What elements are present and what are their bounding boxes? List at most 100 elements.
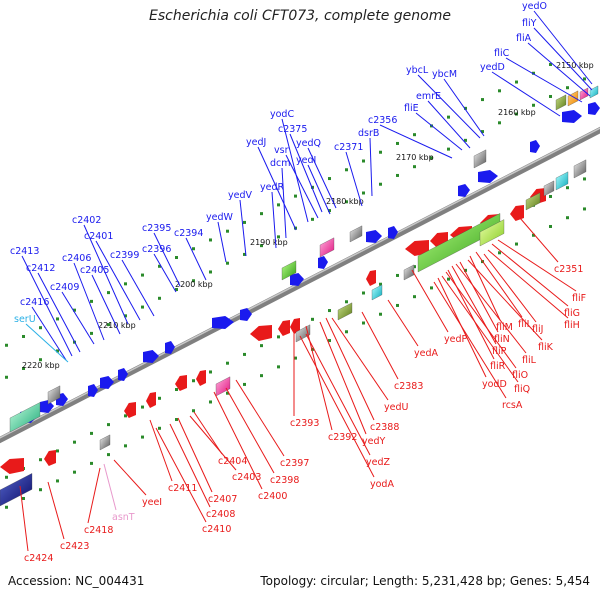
feature-block[interactable] (215, 376, 231, 397)
forward-gene-label[interactable]: yedW (206, 212, 233, 223)
forward-gene-arrow[interactable] (118, 368, 128, 381)
forward-gene-label[interactable]: yedI (296, 155, 316, 166)
reverse-gene-label[interactable]: c2383 (394, 381, 423, 392)
reverse-gene-label[interactable]: fliJ (532, 324, 543, 335)
forward-gene-label[interactable]: c2401 (84, 231, 113, 242)
forward-gene-label[interactable]: yodC (270, 109, 294, 120)
forward-gene-arrow[interactable] (588, 102, 600, 115)
reverse-gene-label[interactable]: yedZ (366, 457, 390, 468)
forward-gene-label[interactable]: c2413 (10, 246, 39, 257)
forward-gene-arrow[interactable] (40, 400, 54, 413)
reverse-gene-label[interactable]: c2397 (280, 458, 309, 469)
feature-block[interactable] (281, 260, 297, 281)
reverse-gene-label[interactable]: fliL (522, 355, 537, 366)
reverse-gene-label[interactable]: c2407 (208, 494, 237, 505)
reverse-gene-label[interactable]: fliI (518, 319, 529, 330)
forward-gene-arrow[interactable] (318, 256, 328, 269)
reverse-gene-label[interactable]: fliG (564, 308, 580, 319)
forward-gene-label[interactable]: c2399 (110, 250, 139, 261)
reverse-gene-arrow[interactable] (196, 370, 206, 386)
reverse-gene-label[interactable]: yedA (414, 348, 438, 359)
feature-block[interactable] (319, 237, 335, 258)
feature-block[interactable] (525, 192, 541, 211)
reverse-gene-label[interactable]: yedP (444, 334, 467, 345)
reverse-gene-label[interactable]: fliN (494, 334, 510, 345)
reverse-gene-arrow[interactable] (366, 270, 376, 286)
reverse-gene-arrow[interactable] (405, 240, 429, 256)
feature-block[interactable] (9, 402, 41, 433)
forward-gene-label[interactable]: yedR (260, 182, 284, 193)
reverse-gene-label[interactable]: c2423 (60, 541, 89, 552)
forward-gene-arrow[interactable] (212, 316, 234, 329)
reverse-gene-label[interactable]: yedY (362, 436, 385, 447)
forward-gene-label[interactable]: fliC (494, 48, 510, 59)
forward-gene-label[interactable]: c2375 (278, 124, 307, 135)
forward-gene-label[interactable]: yedJ (246, 137, 266, 148)
reverse-gene-label[interactable]: c2400 (258, 491, 287, 502)
reverse-gene-arrow[interactable] (290, 318, 300, 334)
reverse-gene-arrow[interactable] (250, 325, 272, 341)
forward-gene-label[interactable]: c2409 (50, 282, 79, 293)
forward-gene-label[interactable]: c2394 (174, 228, 203, 239)
forward-gene-label[interactable]: dsrB (358, 128, 379, 139)
forward-gene-label[interactable]: c2396 (142, 244, 171, 255)
forward-gene-label[interactable]: ybcM (432, 69, 457, 80)
forward-gene-label[interactable]: c2406 (62, 253, 91, 264)
reverse-gene-label[interactable]: fliK (538, 342, 554, 353)
feature-block[interactable] (555, 171, 569, 191)
forward-gene-arrow[interactable] (478, 170, 498, 183)
feature-block[interactable] (579, 87, 589, 101)
reverse-gene-label[interactable]: c2351 (554, 264, 583, 275)
forward-gene-label[interactable]: vsr (274, 145, 289, 156)
forward-gene-arrow[interactable] (240, 308, 252, 321)
reverse-gene-label[interactable]: c2404 (218, 456, 247, 467)
reverse-gene-label[interactable]: fliH (564, 320, 580, 331)
reverse-gene-arrow[interactable] (510, 205, 524, 221)
feature-block[interactable] (349, 225, 363, 243)
reverse-gene-label[interactable]: fliF (572, 293, 586, 304)
reverse-gene-arrow[interactable] (0, 458, 24, 474)
feature-block[interactable] (479, 219, 505, 247)
forward-gene-label[interactable]: yedO (522, 1, 547, 12)
reverse-gene-label[interactable]: fliR (490, 361, 506, 372)
forward-gene-arrow[interactable] (100, 376, 114, 389)
feature-block[interactable] (573, 159, 587, 179)
feature-block[interactable] (0, 473, 33, 507)
feature-block[interactable] (337, 302, 353, 321)
forward-gene-label[interactable]: c2412 (26, 263, 55, 274)
forward-gene-arrow[interactable] (366, 230, 382, 243)
forward-gene-arrow[interactable] (165, 341, 175, 354)
forward-gene-label[interactable]: c2371 (334, 142, 363, 153)
genome-map[interactable]: 2150 kbp 2160 kbp 2170 kbp 2180 kbp 2190 kbp… (0, 0, 600, 570)
feature-block[interactable] (403, 264, 415, 281)
reverse-gene-label[interactable]: rcsA (502, 400, 523, 411)
forward-gene-arrow[interactable] (143, 350, 159, 363)
reverse-gene-label[interactable]: c2424 (24, 553, 53, 564)
forward-gene-label[interactable]: c2395 (142, 223, 171, 234)
forward-gene-label[interactable]: c2405 (80, 265, 109, 276)
feature-block[interactable] (47, 385, 61, 405)
reverse-gene-label[interactable]: c2410 (202, 524, 231, 535)
reverse-gene-label[interactable]: yeeI (142, 497, 162, 508)
forward-gene-label[interactable]: yedD (480, 62, 505, 73)
forward-gene-label[interactable]: serU (14, 314, 36, 325)
forward-gene-label[interactable]: c2356 (368, 115, 397, 126)
forward-gene-label[interactable]: fliY (522, 18, 537, 29)
reverse-gene-label[interactable]: fliO (512, 370, 528, 381)
reverse-gene-label[interactable]: c2408 (206, 509, 235, 520)
feature-block[interactable] (417, 213, 501, 273)
reverse-gene-label[interactable]: yodD (482, 379, 507, 390)
forward-gene-arrow[interactable] (290, 273, 304, 286)
feature-block[interactable] (555, 94, 567, 111)
reverse-gene-arrow[interactable] (278, 320, 290, 336)
reverse-gene-label[interactable]: yedU (384, 402, 408, 413)
reverse-gene-label[interactable]: c2392 (328, 432, 357, 443)
reverse-gene-arrow[interactable] (146, 392, 156, 408)
forward-gene-label[interactable]: yedQ (296, 138, 321, 149)
feature-block[interactable] (567, 90, 579, 107)
forward-gene-arrow[interactable] (458, 184, 470, 197)
feature-block[interactable] (543, 180, 555, 197)
forward-gene-arrow[interactable] (562, 110, 582, 123)
reverse-gene-label[interactable]: fliQ (514, 384, 530, 395)
reverse-gene-label[interactable]: c2411 (168, 483, 197, 494)
